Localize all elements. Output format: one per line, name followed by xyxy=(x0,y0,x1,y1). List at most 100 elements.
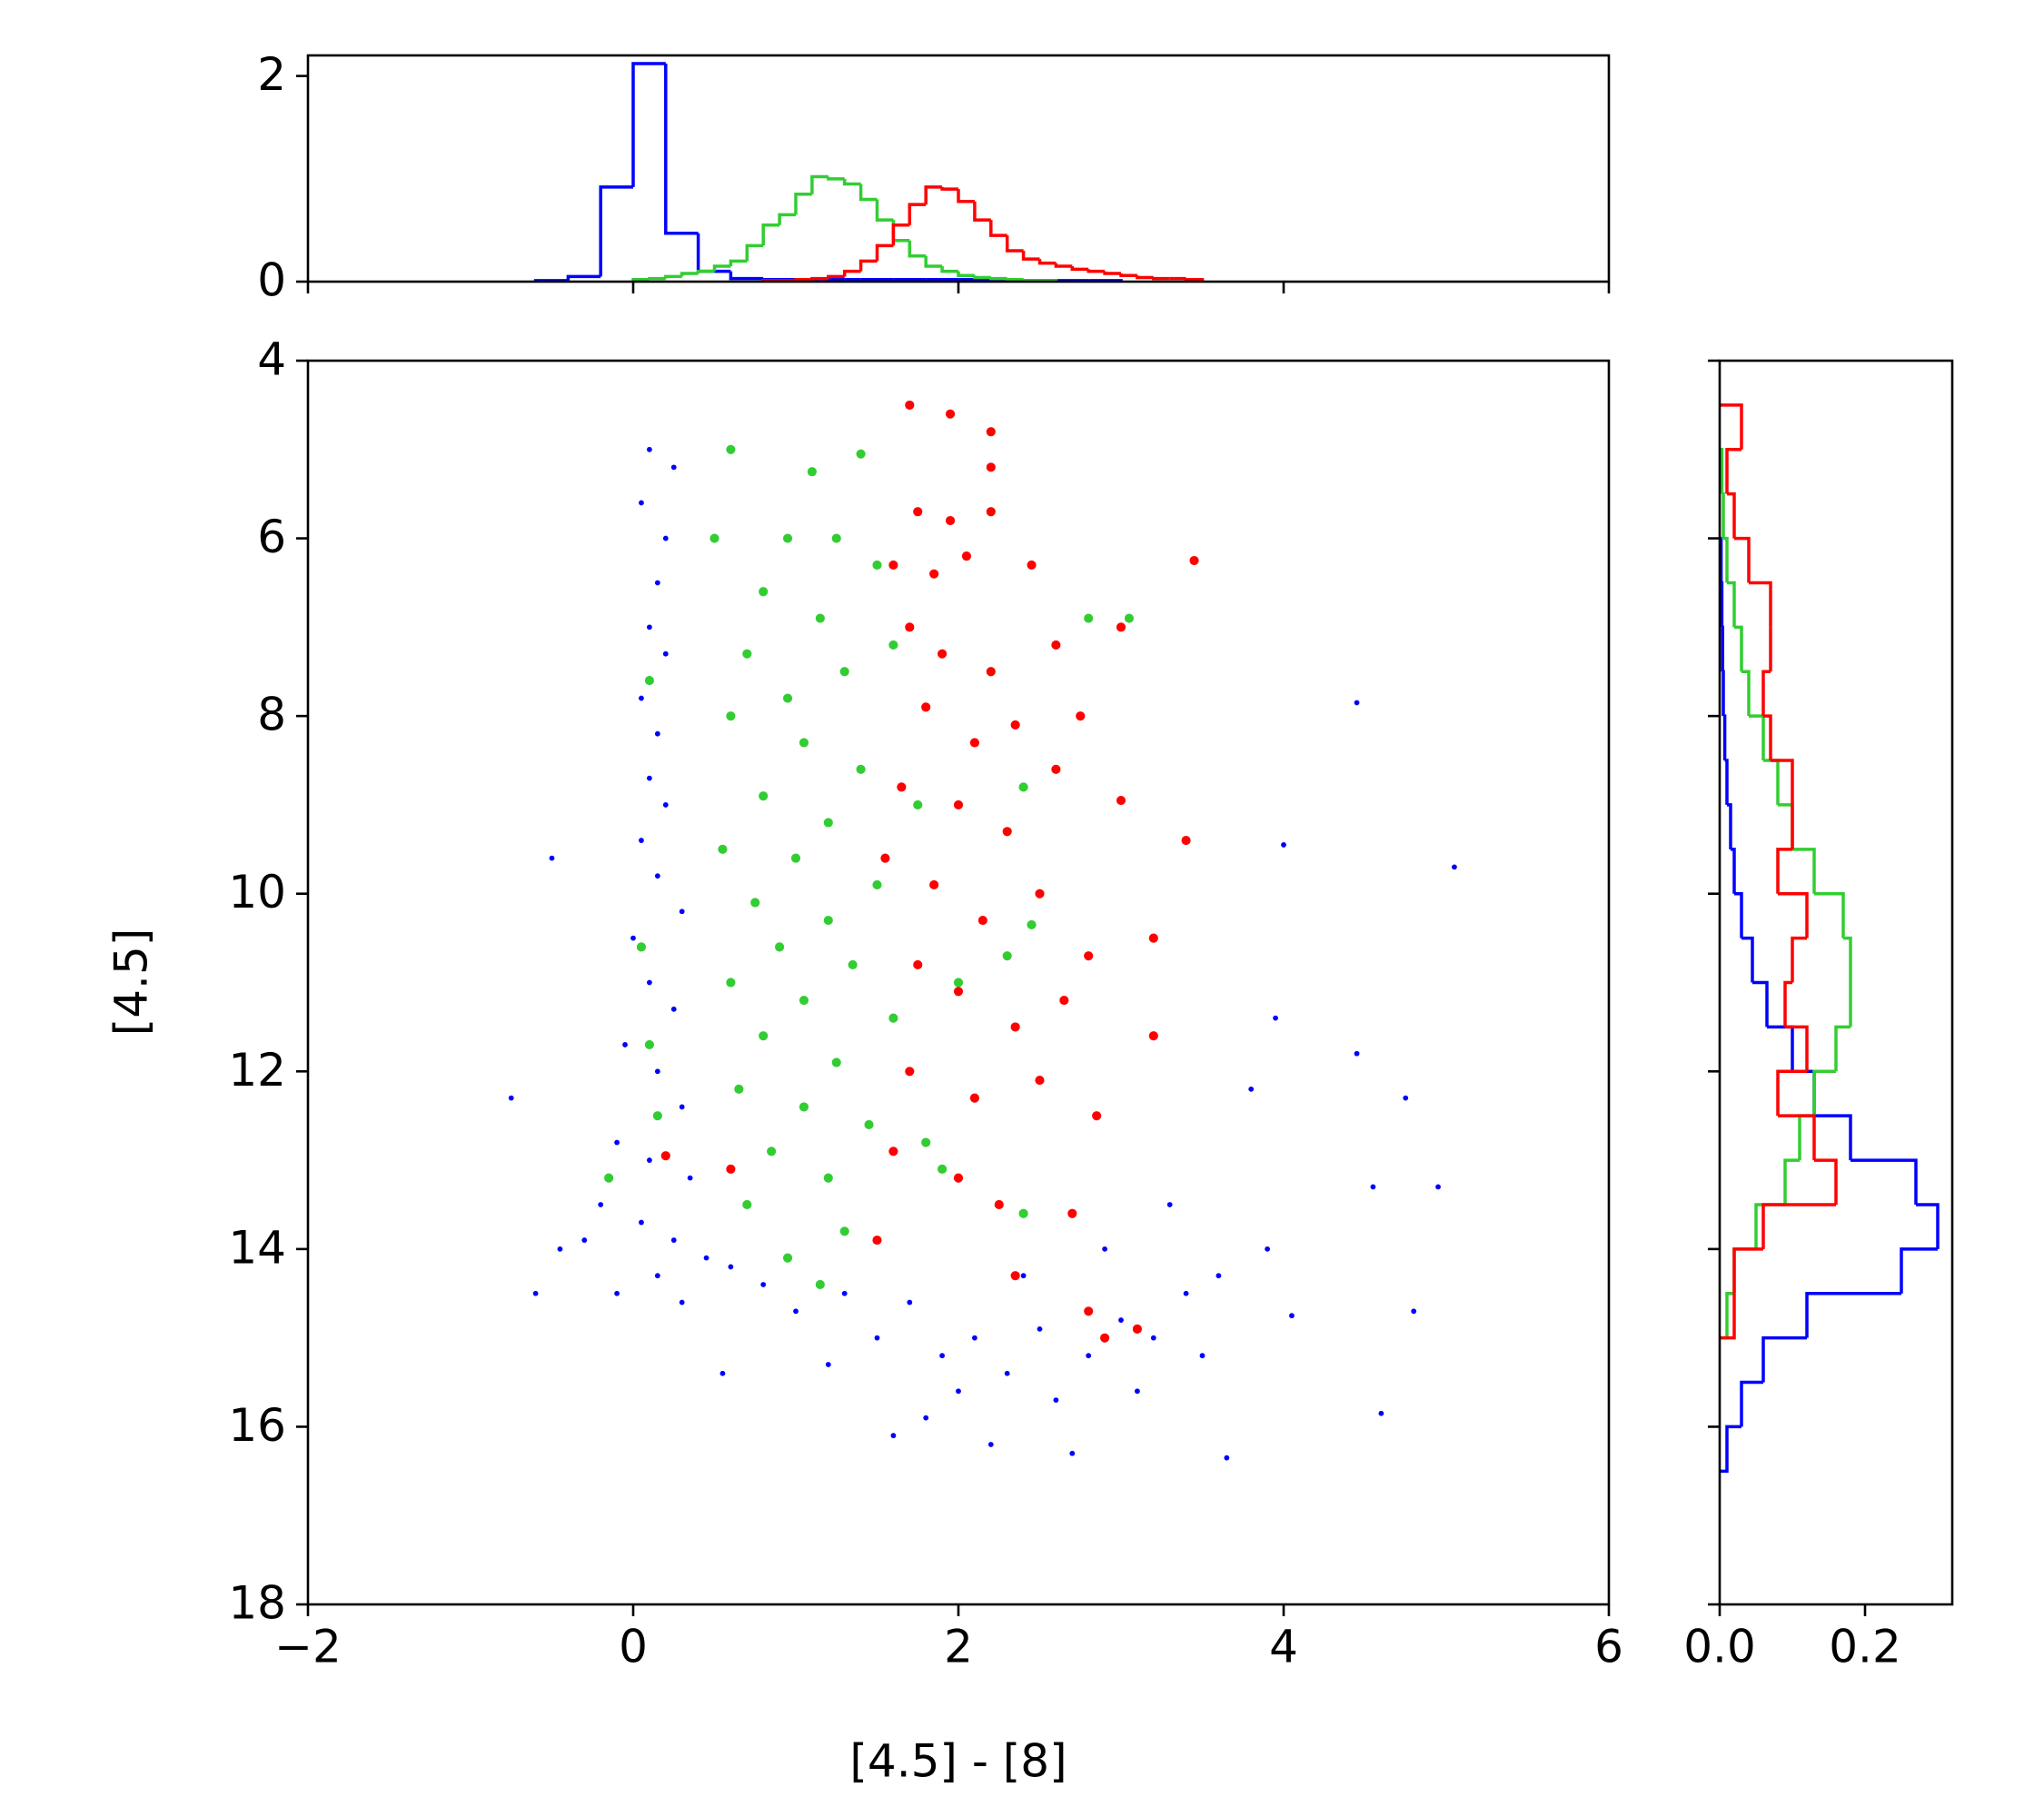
histogram-bin xyxy=(973,201,991,222)
scatter-point xyxy=(929,569,939,579)
histogram-bin xyxy=(1037,259,1057,265)
histogram-bin xyxy=(1778,803,1794,849)
scatter-point xyxy=(782,533,793,543)
scatter-point xyxy=(1116,622,1126,632)
scatter-point xyxy=(726,978,736,988)
scatter-point xyxy=(953,978,964,988)
scatter-point xyxy=(647,446,652,452)
histogram-bin xyxy=(1851,1158,1918,1205)
scatter-point xyxy=(938,649,948,659)
histogram-bin xyxy=(1783,980,1792,1028)
y-axis-label: [4.5] xyxy=(105,928,158,1037)
scatter-point xyxy=(654,1273,660,1279)
scatter-point xyxy=(679,1104,685,1110)
scatter-point xyxy=(888,560,898,570)
scatter-point xyxy=(1116,795,1126,806)
histogram-bin xyxy=(1119,273,1137,277)
scatter-point xyxy=(1053,1397,1059,1403)
histogram-bin xyxy=(1727,491,1736,539)
scatter-point xyxy=(1224,1455,1230,1461)
scatter-point xyxy=(679,908,685,915)
scatter-point xyxy=(1027,560,1037,570)
scatter-point xyxy=(1010,1271,1020,1281)
scatter-point xyxy=(945,515,956,526)
scatter-point xyxy=(1215,1273,1222,1279)
scatter-point xyxy=(1051,640,1061,650)
histogram-bin xyxy=(1727,803,1732,849)
scatter-point xyxy=(1265,1246,1270,1252)
histogram-bin xyxy=(712,264,731,272)
scatter-point xyxy=(1100,1333,1110,1343)
scatter-point xyxy=(1086,1353,1092,1359)
histogram-bin xyxy=(1732,1247,1763,1294)
scatter-point xyxy=(750,898,760,908)
histogram-bin xyxy=(1722,714,1727,761)
histogram-bin xyxy=(1732,1247,1756,1294)
scatter-point xyxy=(636,942,647,952)
scatter-point xyxy=(1067,1208,1077,1218)
histogram-bin xyxy=(1734,536,1751,583)
histogram-bin xyxy=(827,274,845,279)
scatter-point xyxy=(961,551,972,561)
scatter-point xyxy=(1076,711,1086,721)
histogram-bin xyxy=(973,275,991,280)
scatter-point xyxy=(986,507,996,517)
histogram-bin xyxy=(664,274,682,279)
scatter-point xyxy=(938,1164,948,1174)
histogram-bin xyxy=(1805,1292,1901,1338)
histogram-bin xyxy=(957,271,975,277)
scatter-point xyxy=(726,711,736,721)
scatter-point xyxy=(831,533,841,543)
scatter-point xyxy=(660,1151,670,1161)
y-tick-label: 18 xyxy=(228,1577,286,1630)
scatter-point xyxy=(652,1111,662,1121)
histogram-bin xyxy=(1741,670,1751,717)
scatter-point xyxy=(1148,933,1158,943)
scatter-point xyxy=(1452,864,1457,870)
histogram-bin xyxy=(1086,269,1106,273)
y-tick-label: 2 xyxy=(257,48,286,101)
scatter-point xyxy=(888,1147,898,1157)
scatter-point xyxy=(913,507,923,517)
scatter-point xyxy=(1002,951,1012,961)
scatter-point xyxy=(793,1308,799,1315)
scatter-point xyxy=(1084,613,1094,623)
axes-frame xyxy=(306,54,1611,283)
scatter-point xyxy=(1002,827,1012,837)
scatter-point xyxy=(972,1335,977,1341)
scatter-point xyxy=(703,1255,709,1261)
scatter-point xyxy=(994,1199,1004,1210)
scatter-point xyxy=(839,1226,849,1236)
scatter-point xyxy=(644,675,654,686)
scatter-point xyxy=(848,959,858,970)
histogram-bin xyxy=(1778,1114,1816,1161)
histogram-bin xyxy=(1754,1203,1785,1249)
histogram-bin xyxy=(1021,251,1040,261)
scatter-point xyxy=(856,449,866,459)
scatter-point xyxy=(888,640,898,650)
scatter-point xyxy=(1084,951,1094,961)
scatter-point xyxy=(1354,1050,1360,1057)
scatter-point xyxy=(639,500,644,506)
scatter-point xyxy=(622,1042,628,1048)
histogram-bin xyxy=(1720,1425,1741,1474)
histogram-bin xyxy=(1720,1292,1734,1340)
scatter-point xyxy=(1102,1246,1107,1252)
scatter-point xyxy=(532,1290,539,1296)
scatter-point xyxy=(872,1236,882,1246)
histogram-bin xyxy=(1722,491,1725,539)
scatter-point xyxy=(1069,1450,1076,1456)
scatter-point xyxy=(874,1335,880,1341)
scatter-point xyxy=(913,959,923,970)
scatter-point xyxy=(1035,1075,1045,1086)
scatter-point xyxy=(1135,1388,1140,1395)
scatter-point xyxy=(782,1253,793,1263)
scatter-point xyxy=(670,1006,677,1012)
scatter-point xyxy=(907,1299,913,1306)
scatter-point xyxy=(905,1067,915,1077)
scatter-point xyxy=(1248,1086,1255,1092)
histogram-bin xyxy=(1771,759,1794,805)
histogram-bin xyxy=(1812,1069,1836,1117)
axes-frame xyxy=(1718,359,1954,1606)
scatter-point xyxy=(987,1442,994,1447)
